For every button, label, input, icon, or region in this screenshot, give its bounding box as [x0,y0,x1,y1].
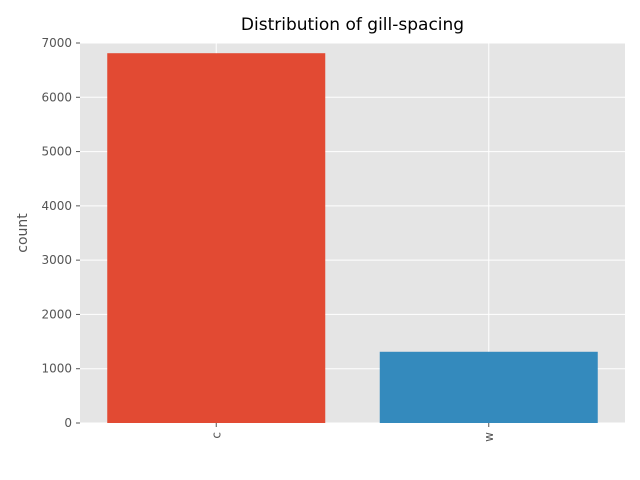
y-axis-label: count [15,213,31,253]
y-tick-label: 0 [64,416,72,430]
bar-c [107,53,326,423]
y-tick-label: 7000 [41,36,72,50]
chart-title: Distribution of gill-spacing [241,15,464,35]
y-tick-label: 3000 [41,253,72,267]
y-tick-label: 6000 [41,90,72,104]
y-tick-label: 2000 [41,307,72,321]
y-tick-label: 1000 [41,362,72,376]
bars [107,53,598,423]
y-axis: 0 1000 2000 3000 4000 5000 6000 7000 [41,36,80,430]
x-tick-label: w [482,432,496,442]
bar-w [379,351,598,423]
y-tick-label: 4000 [41,199,72,213]
x-tick-label: c [209,432,223,439]
y-tick-label: 5000 [41,145,72,159]
